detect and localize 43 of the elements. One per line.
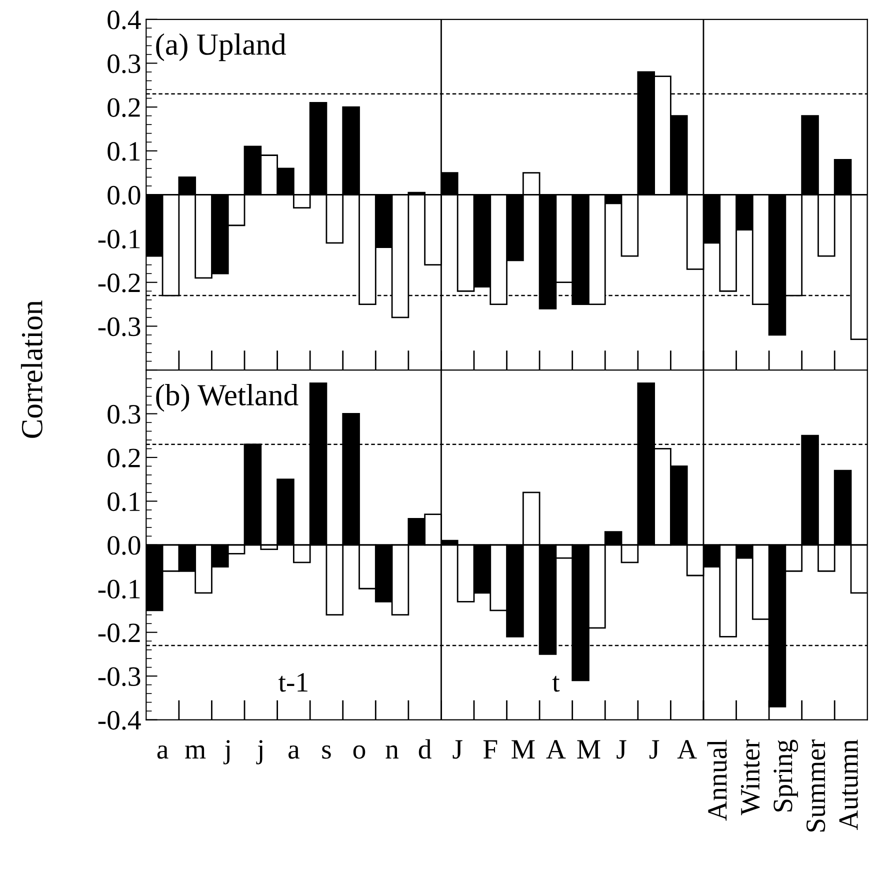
x-tick-label: d	[418, 739, 432, 759]
y-tick-label: 0.1	[108, 142, 140, 161]
y-tick-label: -0.1	[98, 230, 140, 249]
x-tick-label: j	[223, 740, 230, 764]
y-tick-label: -0.3	[98, 317, 140, 336]
y-tick-label: -0.3	[98, 667, 140, 686]
x-tick-label: Spring	[774, 740, 798, 812]
x-tick-label: J	[649, 740, 660, 759]
x-tick-label: s	[322, 745, 331, 759]
y-tick-label: -0.1	[98, 580, 140, 599]
y-tick-label: -0.2	[98, 624, 140, 642]
y-tick-label: 0.3	[108, 54, 140, 74]
x-tick-label: m	[185, 745, 206, 758]
x-tick-label: n	[386, 745, 399, 758]
x-tick-label: Annual	[707, 740, 727, 821]
y-tick-label: 0.2	[108, 98, 140, 118]
x-tick-label: M	[577, 740, 600, 758]
x-tick-label: J	[452, 740, 462, 759]
x-tick-label: j	[256, 740, 262, 764]
x-tick-label: A	[677, 740, 697, 758]
y-tick-label: 0.4	[108, 10, 141, 30]
annotation: t	[552, 676, 560, 692]
x-tick-label: Autumn	[839, 740, 858, 830]
y-tick-label: -0.4	[98, 710, 141, 730]
chart-title: (b) Wetland	[156, 384, 298, 412]
y-tick-label: 0.0	[108, 186, 140, 205]
x-tick-label: A	[546, 740, 566, 758]
chart-title: (a) Upland	[156, 33, 286, 62]
y-tick-label: 0.1	[108, 492, 140, 512]
y-tick-label: 0.2	[108, 448, 140, 468]
y-tick-label: 0.3	[108, 404, 140, 424]
x-tick-label: Summer	[806, 739, 826, 832]
x-tick-label: F	[483, 740, 498, 758]
x-tick-label: Winter	[740, 739, 760, 816]
y-tick-label: 0.0	[108, 536, 140, 555]
annotation: t-1	[278, 673, 308, 692]
x-tick-label: a	[288, 745, 300, 759]
y-tick-label: -0.2	[98, 274, 140, 292]
x-tick-label: o	[353, 745, 366, 759]
x-tick-label: J	[616, 740, 626, 759]
y-axis-title: Correlation	[20, 300, 42, 438]
x-tick-label: a	[157, 745, 168, 759]
x-tick-label: M	[512, 740, 535, 758]
